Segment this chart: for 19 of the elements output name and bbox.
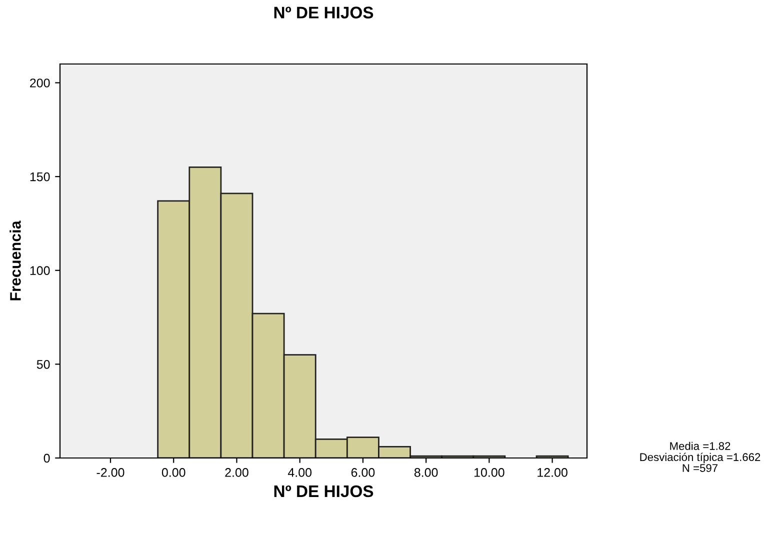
x-tick-label: 2.00 bbox=[225, 468, 248, 477]
x-tick-label: 8.00 bbox=[414, 468, 438, 477]
chart-title: Nº DE HIJOS bbox=[274, 6, 374, 18]
x-tick-label: 0.00 bbox=[162, 468, 186, 477]
x-tick-label: 6.00 bbox=[351, 468, 375, 477]
y-tick-label: 0 bbox=[44, 454, 50, 463]
y-tick-label: 50 bbox=[36, 360, 50, 369]
text: N =597 bbox=[682, 464, 718, 472]
x-axis-title: Nº DE HIJOS bbox=[274, 485, 374, 498]
x-tick-label: 4.00 bbox=[288, 468, 312, 477]
y-tick-label: 200 bbox=[30, 78, 50, 88]
x-tick-label: 12.00 bbox=[538, 468, 568, 477]
y-tick-label: 100 bbox=[30, 266, 50, 276]
text: Desviación típica =1.662 bbox=[640, 452, 760, 464]
x-tick-label: 10.00 bbox=[474, 468, 504, 477]
y-axis-title: Frecuencia bbox=[10, 220, 21, 300]
text: Media =1.82 bbox=[670, 442, 730, 450]
x-tick-label: -2.00 bbox=[96, 468, 124, 477]
y-tick-label: 150 bbox=[30, 172, 50, 182]
